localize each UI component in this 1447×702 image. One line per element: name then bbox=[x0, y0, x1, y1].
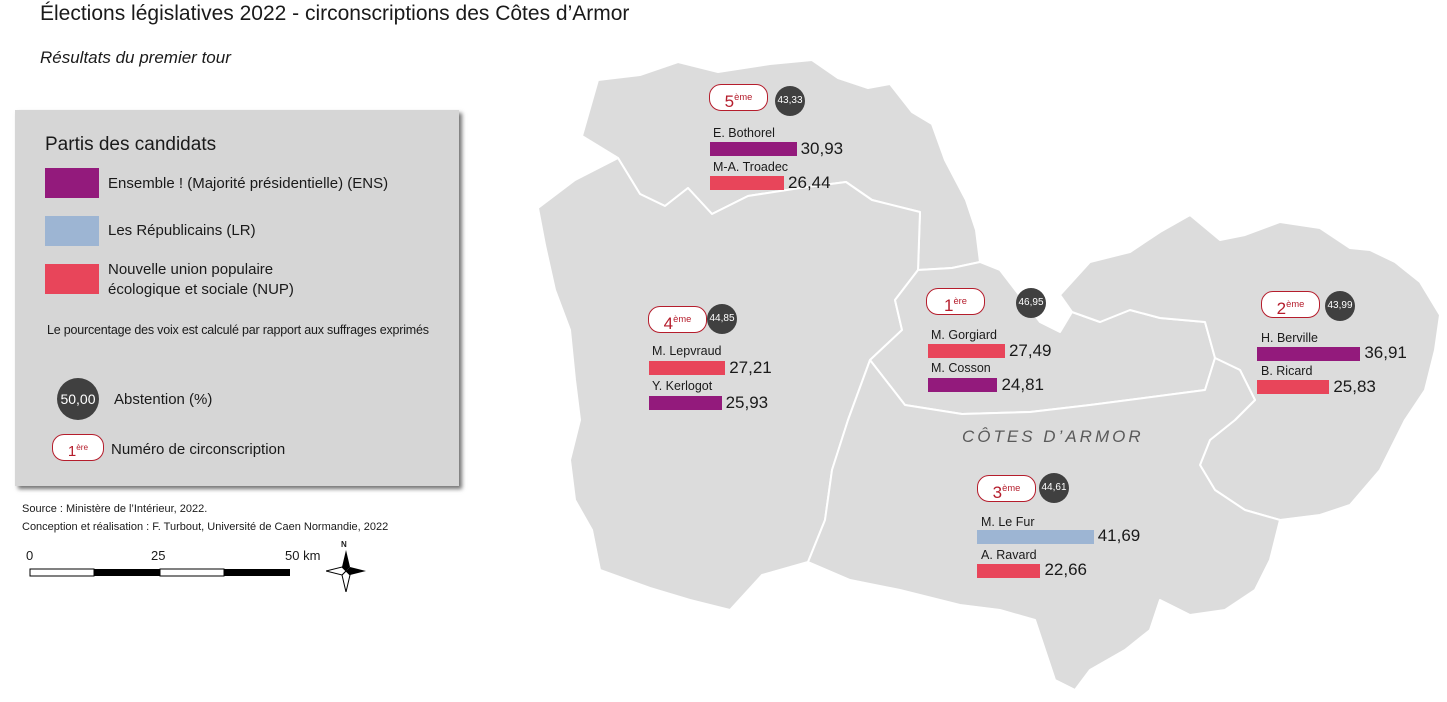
result-value: 25,83 bbox=[1333, 377, 1376, 396]
candidate-name: M. Le Fur bbox=[981, 515, 1035, 529]
constituency-3-badge: 3ème bbox=[977, 475, 1036, 502]
candidate-name: M. Cosson bbox=[931, 361, 991, 375]
constituency-5-abstention: 43,33 bbox=[775, 86, 805, 116]
legend-label-nup-line2: écologique et sociale (NUP) bbox=[108, 281, 294, 298]
legend-label-lr: Les Républicains (LR) bbox=[108, 222, 256, 239]
number-sample-badge: 1ère bbox=[52, 434, 104, 461]
legend-panel: Partis des candidats Ensemble ! (Majorit… bbox=[15, 110, 459, 486]
constituency-5-badge: 5ème bbox=[709, 84, 768, 111]
result-value: 25,93 bbox=[725, 393, 769, 412]
constituency-3-abstention: 44,61 bbox=[1039, 473, 1069, 503]
credits-line: Conception et réalisation : F. Turbout, … bbox=[22, 521, 389, 533]
legend-title: Partis des candidats bbox=[45, 134, 217, 155]
page-subtitle: Résultats du premier tour bbox=[40, 48, 231, 67]
constituency-1-abstention: 46,95 bbox=[1016, 288, 1046, 318]
result-bar bbox=[977, 564, 1041, 578]
candidate-name: M. Gorgiard bbox=[931, 328, 997, 342]
result-value: 24,81 bbox=[1001, 375, 1044, 394]
result-value: 26,44 bbox=[788, 173, 831, 192]
constituency-4-abstention: 44,85 bbox=[707, 304, 737, 334]
candidate-name: H. Berville bbox=[1261, 331, 1318, 345]
result-bar bbox=[1257, 380, 1330, 394]
result-bar bbox=[977, 530, 1094, 544]
candidate-name: E. Bothorel bbox=[713, 126, 775, 140]
result-bar bbox=[710, 176, 785, 190]
result-bar bbox=[649, 361, 726, 375]
constituency-2-abstention: 43,99 bbox=[1325, 291, 1355, 321]
constituency-2-badge: 2ème bbox=[1261, 291, 1320, 318]
result-bar bbox=[928, 344, 1005, 358]
result-bar bbox=[1257, 347, 1361, 361]
result-value: 27,21 bbox=[729, 358, 772, 377]
legend-swatch-nup bbox=[45, 264, 99, 294]
result-bar bbox=[928, 378, 998, 392]
legend-note: Le pourcentage des voix est calculé par … bbox=[47, 323, 429, 337]
candidate-name: M. Lepvraud bbox=[652, 344, 722, 358]
legend-label-ens: Ensemble ! (Majorité présidentielle) (EN… bbox=[108, 175, 389, 192]
result-value: 22,66 bbox=[1044, 560, 1087, 579]
candidate-name: M-A. Troadec bbox=[713, 160, 789, 174]
result-value: 30,93 bbox=[800, 139, 844, 158]
candidate-name: A. Ravard bbox=[981, 548, 1037, 562]
legend-swatch-ens bbox=[45, 168, 99, 198]
north-label: N bbox=[341, 540, 347, 549]
result-bar bbox=[710, 142, 797, 156]
abstention-label: Abstention (%) bbox=[114, 391, 213, 408]
result-value: 27,49 bbox=[1008, 341, 1052, 360]
scale-label-50: 50 km bbox=[285, 548, 321, 563]
region-label: CÔTES D’ARMOR bbox=[962, 427, 1144, 446]
number-label: Numéro de circonscription bbox=[111, 441, 286, 458]
constituency-3-area bbox=[807, 357, 1281, 691]
page-title: Élections législatives 2022 - circonscri… bbox=[40, 2, 630, 25]
result-value: 41,69 bbox=[1097, 526, 1141, 545]
scale-bar bbox=[29, 568, 290, 577]
source-line: Source : Ministère de l’Intérieur, 2022. bbox=[22, 503, 208, 515]
abstention-sample-icon: 50,00 bbox=[57, 378, 99, 420]
result-value: 36,91 bbox=[1364, 343, 1407, 362]
result-bar bbox=[649, 396, 722, 410]
scale-label-0: 0 bbox=[26, 548, 34, 563]
constituency-1-badge: 1ère bbox=[926, 288, 985, 315]
legend-label-nup-line1: Nouvelle union populaire bbox=[108, 261, 274, 278]
scale-label-25: 25 bbox=[151, 548, 166, 563]
candidate-name: Y. Kerlogot bbox=[652, 379, 713, 393]
legend-swatch-lr bbox=[45, 216, 99, 246]
constituency-4-badge: 4ème bbox=[648, 306, 707, 333]
candidate-name: B. Ricard bbox=[1261, 364, 1313, 378]
compass-icon bbox=[326, 550, 366, 592]
